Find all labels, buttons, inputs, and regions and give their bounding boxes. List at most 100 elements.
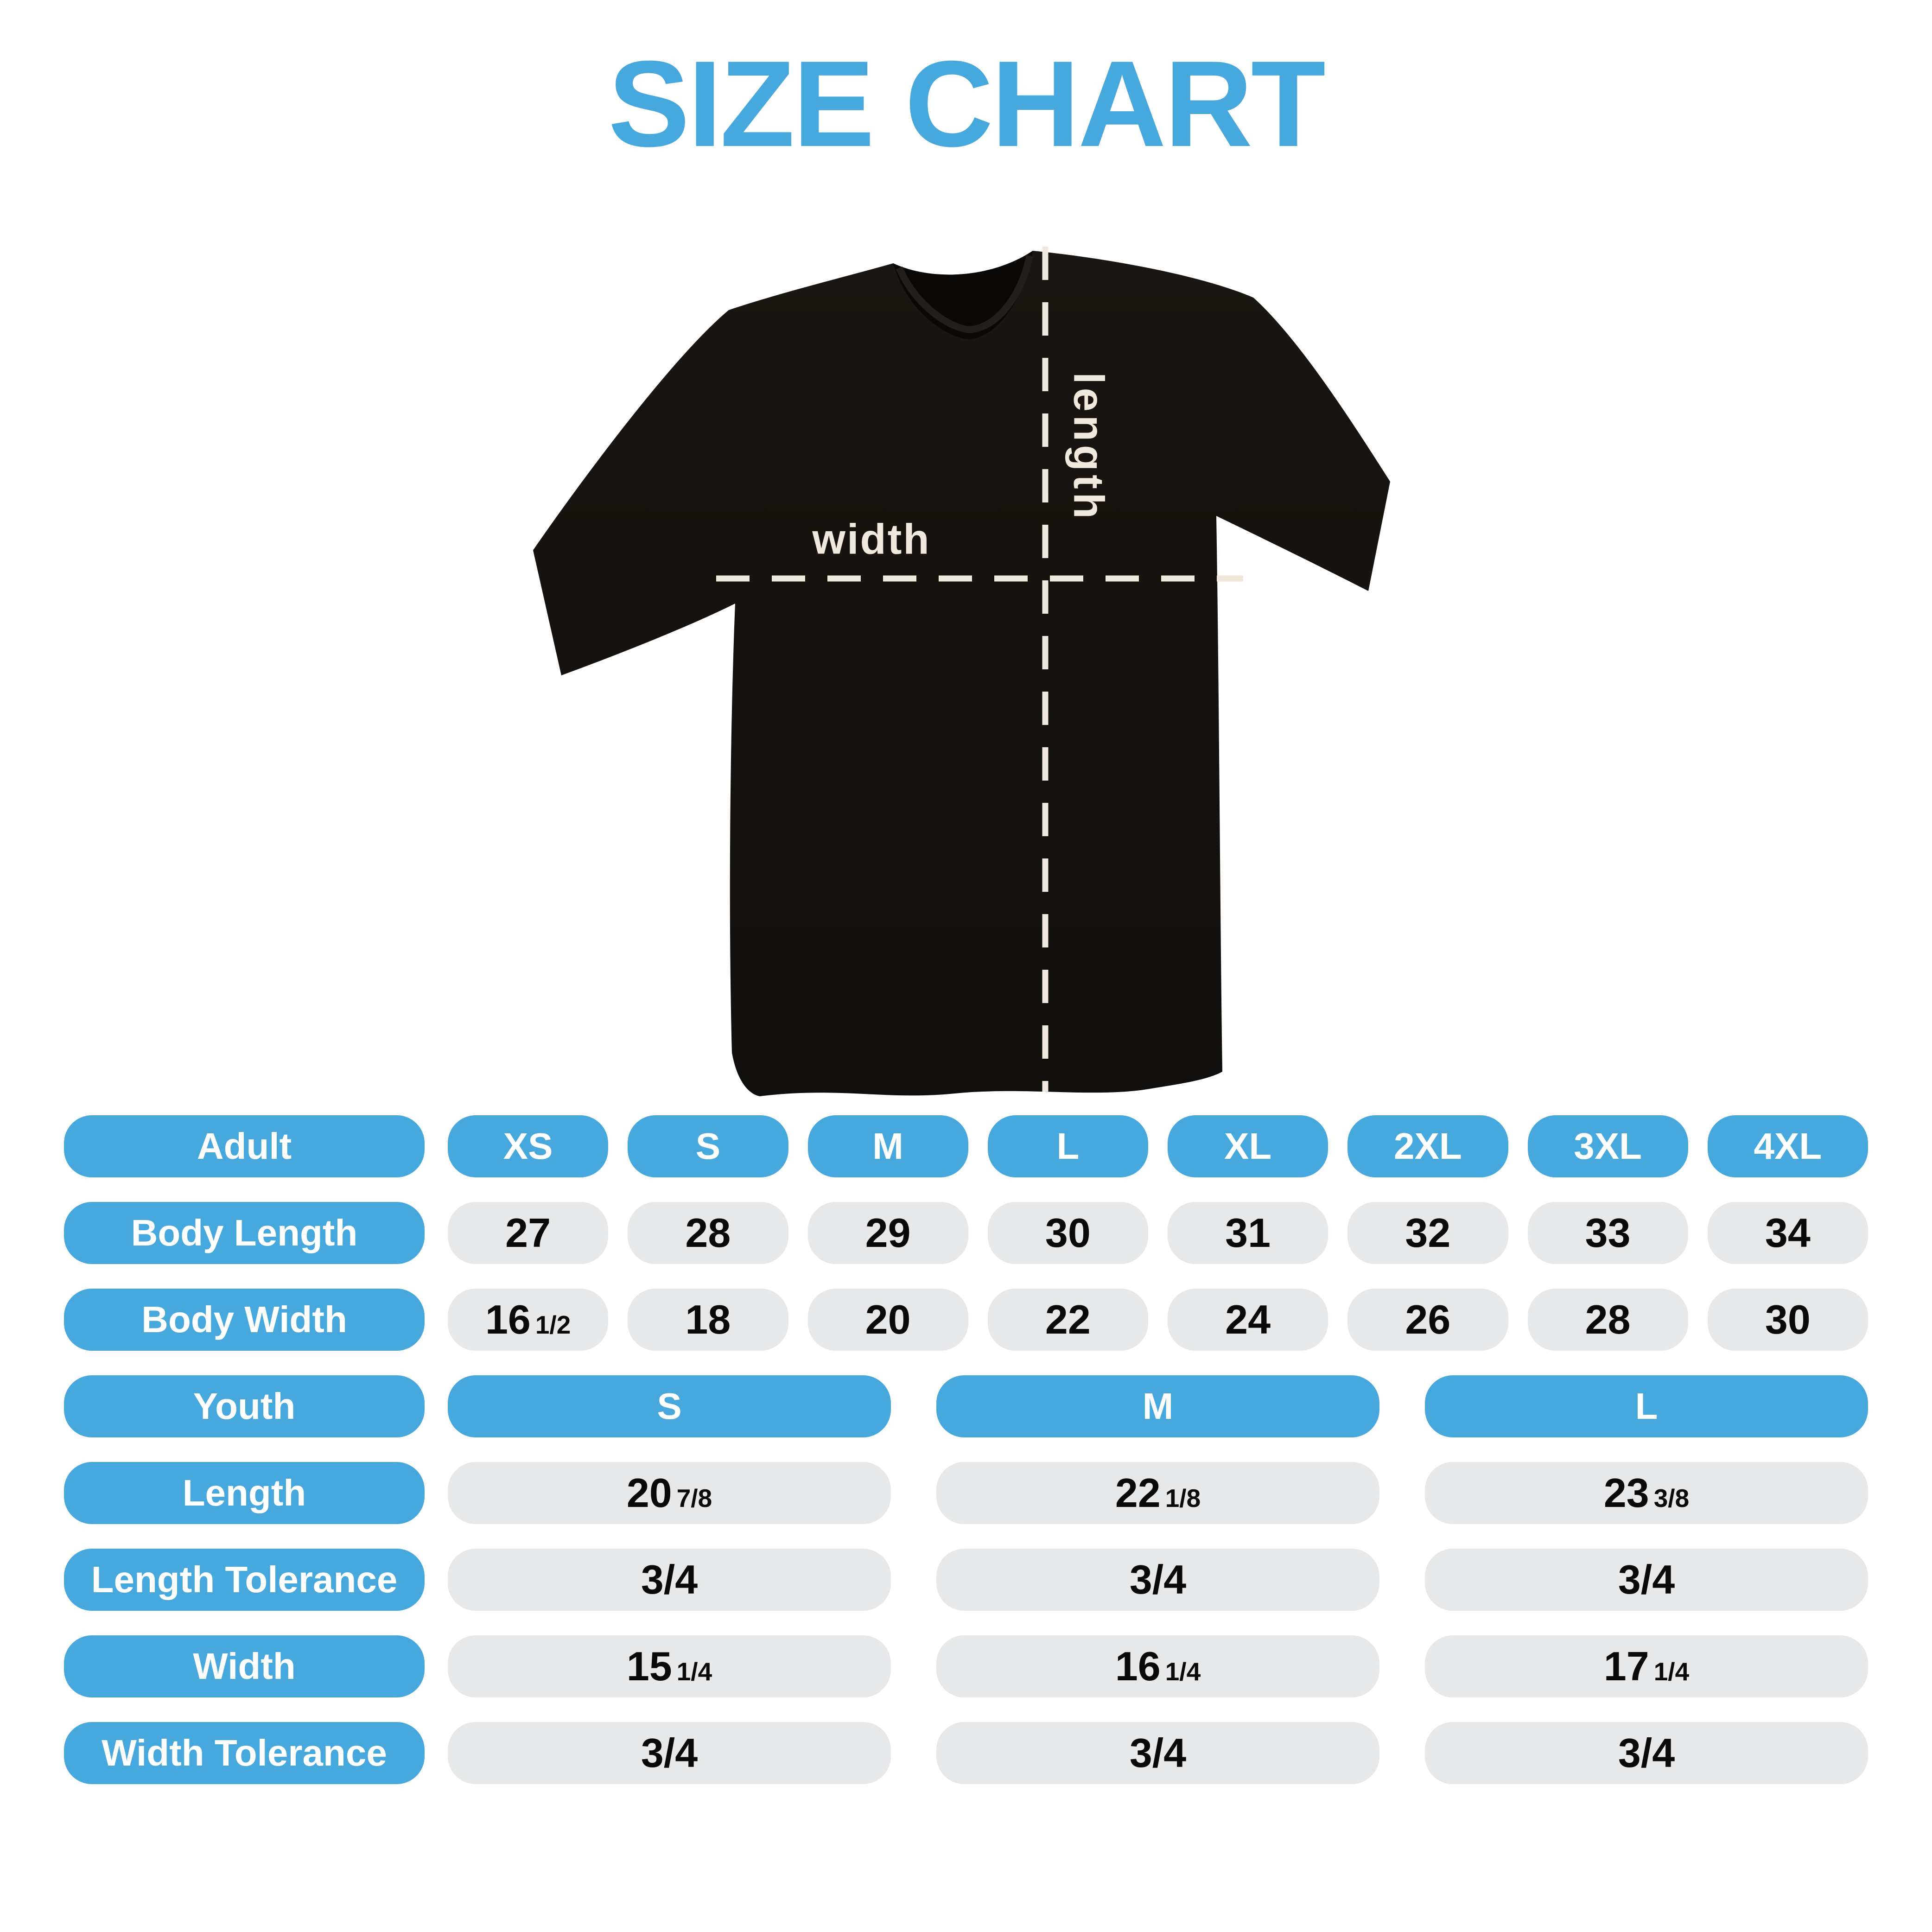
adult-body-width-cell-value: 18 (685, 1296, 731, 1342)
adult-size-3xl-text: 3XL (1574, 1125, 1642, 1167)
adult-body-length-cell: 30 (987, 1202, 1148, 1264)
youth-label-length: Length (64, 1462, 425, 1524)
youth-width-cell-value: 15 (626, 1643, 672, 1689)
adult-row-body-width: Body Width 16 1/2 18 20 22 24 26 28 30 (64, 1289, 1868, 1351)
youth-size-m: M (936, 1375, 1379, 1437)
adult-body-width-cell-value: 26 (1405, 1296, 1451, 1342)
adult-body-width-cell: 16 1/2 (448, 1289, 609, 1351)
adult-body-width-cell-value: 28 (1585, 1296, 1631, 1342)
adult-body-length-cell-value: 29 (865, 1210, 911, 1256)
youth-length-tolerance-cell: 3/4 (936, 1549, 1379, 1611)
adult-size-2xl: 2XL (1347, 1115, 1508, 1177)
youth-row-length-tolerance: Length Tolerance 3/4 3/4 3/4 (64, 1549, 1868, 1611)
adult-body-width-cell-fraction: 1/2 (535, 1310, 571, 1339)
youth-width-cell-fraction: 1/4 (676, 1657, 712, 1686)
adult-row-body-length: Body Length 27 28 29 30 31 32 33 34 (64, 1202, 1868, 1264)
youth-row-length: Length 20 7/8 22 1/8 23 3/8 (64, 1462, 1868, 1524)
size-tables: Adult XS S M L XL 2XL 3XL 4XL Body Length 27 28 29 30… (64, 1115, 1868, 1809)
adult-size-3xl: 3XL (1527, 1115, 1688, 1177)
youth-cells-length-tolerance: 3/4 3/4 3/4 (448, 1549, 1868, 1611)
youth-length-cell: 23 3/8 (1425, 1462, 1868, 1524)
youth-label-length-text: Length (182, 1472, 306, 1513)
adult-size-xl-text: XL (1224, 1125, 1272, 1167)
adult-size-2xl-text: 2XL (1394, 1125, 1462, 1167)
adult-body-width-cell: 24 (1168, 1289, 1328, 1351)
adult-size-s: S (628, 1115, 788, 1177)
youth-length-cell: 20 7/8 (448, 1462, 891, 1524)
adult-cells-body-length: 27 28 29 30 31 32 33 34 (448, 1202, 1868, 1264)
adult-body-width-cell: 28 (1527, 1289, 1688, 1351)
youth-size-s-text: S (657, 1385, 682, 1427)
youth-length-cell-value: 22 (1115, 1470, 1161, 1516)
youth-width-cell: 17 1/4 (1425, 1635, 1868, 1697)
adult-size-s-text: S (695, 1125, 721, 1167)
youth-length-tolerance-cell: 3/4 (1425, 1549, 1868, 1611)
youth-length-tolerance-cell-value: 3/4 (1618, 1557, 1675, 1602)
tshirt-svg: width length (533, 247, 1390, 1096)
youth-width-tolerance-cell-value: 3/4 (641, 1730, 698, 1776)
adult-label-body-length-text: Body Length (131, 1212, 358, 1253)
adult-header-label-text: Adult (197, 1125, 292, 1167)
adult-body-length-cell: 29 (807, 1202, 968, 1264)
youth-header-label-text: Youth (193, 1385, 296, 1427)
youth-length-cell-fraction: 1/8 (1165, 1484, 1201, 1513)
adult-label-body-length: Body Length (64, 1202, 425, 1264)
adult-body-length-cell: 31 (1168, 1202, 1328, 1264)
youth-width-tolerance-cell: 3/4 (448, 1722, 891, 1784)
youth-cells-length: 20 7/8 22 1/8 23 3/8 (448, 1462, 1868, 1524)
adult-body-length-cell: 32 (1347, 1202, 1508, 1264)
youth-label-length-tolerance: Length Tolerance (64, 1549, 425, 1611)
adult-body-length-cell: 33 (1527, 1202, 1688, 1264)
youth-row-width: Width 15 1/4 16 1/4 17 1/4 (64, 1635, 1868, 1697)
adult-cells-body-width: 16 1/2 18 20 22 24 26 28 30 (448, 1289, 1868, 1351)
adult-body-length-cell-value: 30 (1045, 1210, 1091, 1256)
youth-cells-width: 15 1/4 16 1/4 17 1/4 (448, 1635, 1868, 1697)
adult-body-width-cell-value: 24 (1225, 1296, 1271, 1342)
adult-body-width-cell-value: 16 (485, 1296, 531, 1342)
adult-size-m: M (807, 1115, 968, 1177)
youth-size-l: L (1425, 1375, 1868, 1437)
tshirt-illustration: width length (491, 218, 1442, 1112)
youth-cells-width-tolerance: 3/4 3/4 3/4 (448, 1722, 1868, 1784)
adult-body-width-cell: 18 (628, 1289, 788, 1351)
adult-body-length-cell: 28 (628, 1202, 788, 1264)
adult-size-xs: XS (448, 1115, 609, 1177)
youth-length-cell: 22 1/8 (936, 1462, 1379, 1524)
adult-body-width-cell: 20 (807, 1289, 968, 1351)
adult-body-width-cell-value: 22 (1045, 1296, 1091, 1342)
adult-body-length-cell-value: 28 (685, 1210, 731, 1256)
youth-width-cell-value: 16 (1115, 1643, 1161, 1689)
youth-size-s: S (448, 1375, 891, 1437)
adult-size-4xl: 4XL (1707, 1115, 1868, 1177)
youth-size-l-text: L (1635, 1385, 1658, 1427)
youth-width-cell: 16 1/4 (936, 1635, 1379, 1697)
youth-width-tolerance-cell-value: 3/4 (1129, 1730, 1187, 1776)
adult-size-4xl-text: 4XL (1754, 1125, 1822, 1167)
youth-label-width-text: Width (193, 1646, 296, 1687)
adult-body-width-cell: 30 (1707, 1289, 1868, 1351)
adult-body-width-cell-value: 30 (1765, 1296, 1811, 1342)
youth-label-width: Width (64, 1635, 425, 1697)
youth-length-tolerance-cell-value: 3/4 (1129, 1557, 1187, 1602)
adult-body-length-cell-value: 32 (1405, 1210, 1451, 1256)
youth-label-width-tolerance: Width Tolerance (64, 1722, 425, 1784)
adult-body-length-cell-value: 27 (505, 1210, 551, 1256)
youth-width-tolerance-cell: 3/4 (1425, 1722, 1868, 1784)
youth-width-cell-fraction: 1/4 (1165, 1657, 1201, 1686)
length-label: length (1065, 372, 1112, 522)
youth-width-tolerance-cell-value: 3/4 (1618, 1730, 1675, 1776)
youth-width-cell-fraction: 1/4 (1653, 1657, 1690, 1686)
adult-body-length-cell-value: 31 (1225, 1210, 1271, 1256)
youth-row-width-tolerance: Width Tolerance 3/4 3/4 3/4 (64, 1722, 1868, 1784)
adult-label-body-width: Body Width (64, 1289, 425, 1351)
adult-header-cells: XS S M L XL 2XL 3XL 4XL (448, 1115, 1868, 1177)
adult-size-l-text: L (1056, 1125, 1080, 1167)
adult-size-xs-text: XS (503, 1125, 553, 1167)
youth-length-cell-fraction: 7/8 (676, 1484, 712, 1513)
size-chart-title: SIZE CHART (608, 35, 1326, 172)
adult-size-l: L (987, 1115, 1148, 1177)
youth-width-cell: 15 1/4 (448, 1635, 891, 1697)
adult-body-width-cell-value: 20 (865, 1296, 911, 1342)
